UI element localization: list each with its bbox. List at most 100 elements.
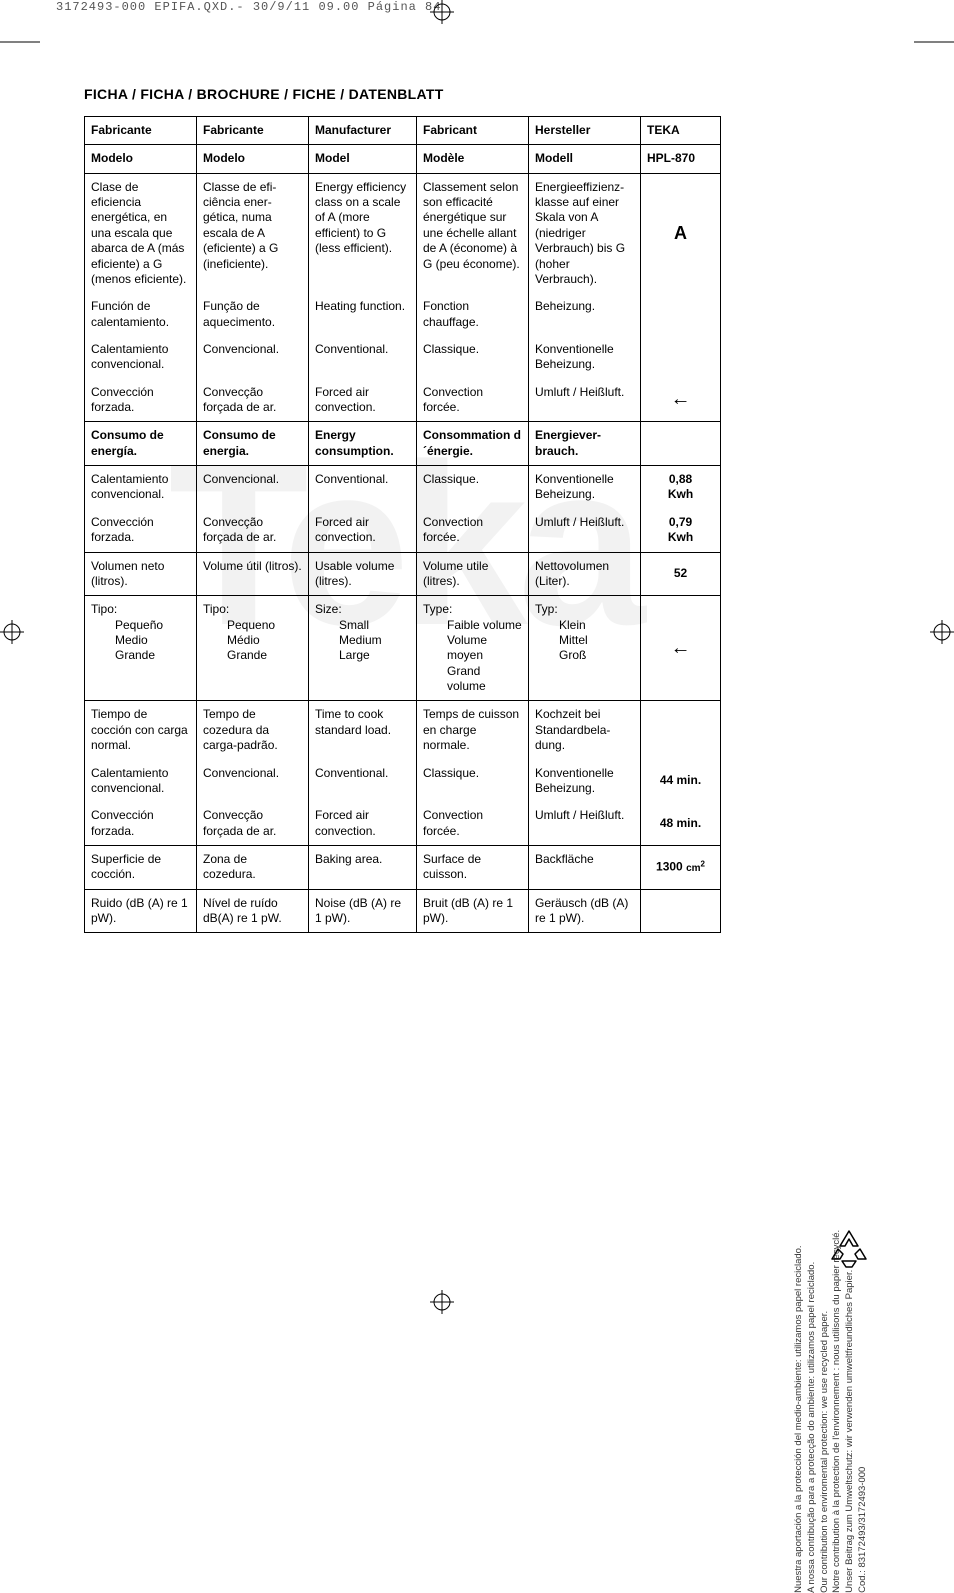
cell: Consumo de energia. [197,422,309,466]
cell: HPL-870 [641,145,721,173]
cell: Volume utile (litres). [417,552,529,596]
cell: Volumen neto (litros). [85,552,197,596]
cell: Temps de cuisson en charge normale. [417,701,529,760]
registration-mark-icon [430,0,454,24]
value-cell: 52 [641,552,721,596]
cell: Umluft / Heißluft. [529,509,641,552]
cell: Tipo:PequeñoMedioGrande [85,596,197,701]
cell: Forced air convection. [309,379,417,422]
cell: Typ:KleinMittelGroß [529,596,641,701]
cell: Konventionelle Beheizung. [529,336,641,379]
value-cell [641,889,721,933]
cell: Size:SmallMediumLarge [309,596,417,701]
value-cell [641,701,721,760]
cell: Convecção forçada de ar. [197,509,309,552]
table-row: Convección forzada.Convecção forçada de … [85,802,721,845]
crop-mark-icon [914,40,954,44]
cell: Classe de efi-ciência ener-gética, numa … [197,173,309,293]
cell: Baking area. [309,845,417,889]
cell: Bruit (dB (A) re 1 pW). [417,889,529,933]
table-row: Calentamiento convencional.Convencional.… [85,466,721,509]
cell: Tipo:PequenoMédioGrande [197,596,309,701]
cell: Classique. [417,466,529,509]
value-cell: ← [641,379,721,422]
value-cell: 1300 cm2 [641,845,721,889]
cell: Convección forzada. [85,509,197,552]
table-row: Calentamiento convencional.Convencional.… [85,760,721,803]
page-content: FICHA / FICHA / BROCHURE / FICHE / DATEN… [84,86,720,933]
cell: Energiever-brauch. [529,422,641,466]
cell: Conventional. [309,336,417,379]
cell: Geräusch (dB (A) re 1 pW). [529,889,641,933]
cell: Convecção forçada de ar. [197,379,309,422]
cell: Clase de eficiencia energética, en una e… [85,173,197,293]
page-title: FICHA / FICHA / BROCHURE / FICHE / DATEN… [84,86,720,102]
table-row: Modelo Modelo Model Modèle Modell HPL-87… [85,145,721,173]
crop-mark-icon [0,40,40,44]
cell: Consumo de energía. [85,422,197,466]
cell: Time to cook standard load. [309,701,417,760]
table-row: Tipo:PequeñoMedioGrandeTipo:PequenoMédio… [85,596,721,701]
cell: Función de calentamiento. [85,293,197,336]
cell: Konventionelle Beheizung. [529,760,641,803]
cell: Função de aquecimento. [197,293,309,336]
table-row: Superficie de cocción. Zona de cozedura.… [85,845,721,889]
cell: Volume útil (litros). [197,552,309,596]
value-cell: ← [641,596,721,701]
col-header: TEKA [641,117,721,145]
table-row: Tiempo de cocción con carga normal.Tempo… [85,701,721,760]
cell: Consommation d´énergie. [417,422,529,466]
cell: Backfläche [529,845,641,889]
cell: Forced air convection. [309,509,417,552]
cell: Tiempo de cocción con carga normal. [85,701,197,760]
table-row: Clase de eficiencia energética, en una e… [85,173,721,293]
cell: Classement selon son efficacité énergéti… [417,173,529,293]
cell: Usable volume (litres). [309,552,417,596]
recycle-icon [828,1227,870,1274]
col-header: Fabricant [417,117,529,145]
value-cell: 44 min. [641,760,721,803]
cell: Classique. [417,760,529,803]
cell: Modelo [197,145,309,173]
cell: Ruido (dB (A) re 1 pW). [85,889,197,933]
cell: Umluft / Heißluft. [529,802,641,845]
cell: Fonction chauffage. [417,293,529,336]
cell: Convection forcée. [417,802,529,845]
value-cell [641,336,721,379]
cell: Convencional. [197,760,309,803]
cell: Classique. [417,336,529,379]
registration-mark-icon [0,620,24,644]
cell: Nível de ruído dB(A) re 1 pW. [197,889,309,933]
registration-mark-icon [430,1290,454,1314]
col-header: Hersteller [529,117,641,145]
cell: Convección forzada. [85,379,197,422]
cell: Energy consumption. [309,422,417,466]
eco-statement: Nuestra aportación a la protección del m… [793,1230,870,1593]
cell: Surface de cuisson. [417,845,529,889]
cell [641,422,721,466]
table-row: Volumen neto (litros). Volume útil (litr… [85,552,721,596]
cell: Calentamiento convencional. [85,336,197,379]
cell: Conventional. [309,760,417,803]
value-cell: 0,79Kwh [641,509,721,552]
table-row: Calentamiento convencional.Convencional.… [85,336,721,379]
cell: Calentamiento convencional. [85,466,197,509]
cell: Modèle [417,145,529,173]
cell: Convencional. [197,466,309,509]
cell: Superficie de cocción. [85,845,197,889]
cell: Beheizung. [529,293,641,336]
cell: Energy efficiency class on a scale of A … [309,173,417,293]
cell: Konventionelle Beheizung. [529,466,641,509]
cell: Zona de cozedura. [197,845,309,889]
cell: Kochzeit bei Standardbela-dung. [529,701,641,760]
value-cell: A [641,173,721,293]
cell: Type:Faible volumeVolume moyenGrand volu… [417,596,529,701]
table-row: Fabricante Fabricante Manufacturer Fabri… [85,117,721,145]
print-job-header: 3172493-000 EPIFA.QXD.- 30/9/11 09.00 Pá… [56,0,441,14]
cell: Umluft / Heißluft. [529,379,641,422]
table-row: Función de calentamiento.Função de aquec… [85,293,721,336]
table-row: Convección forzada.Convecção forçada de … [85,509,721,552]
value-cell: 48 min. [641,802,721,845]
cell: Modell [529,145,641,173]
cell: Modelo [85,145,197,173]
